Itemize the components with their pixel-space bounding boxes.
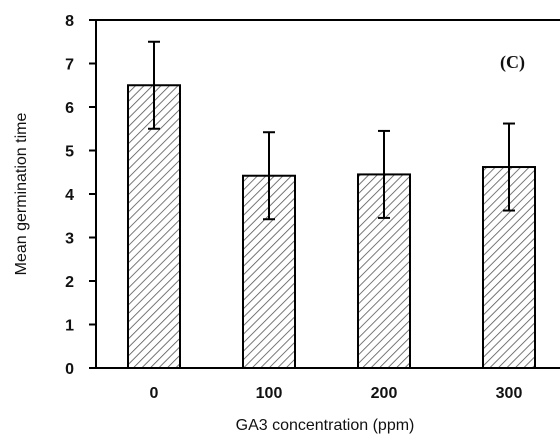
y-tick-label: 8 bbox=[65, 13, 74, 30]
panel-label: (C) bbox=[500, 52, 525, 73]
plot-area: 0 1 2 3 4 5 6 7 8 0 100 200 300 bbox=[65, 13, 560, 402]
x-axis-label: GA3 concentration (ppm) bbox=[236, 417, 415, 434]
y-tick-label: 7 bbox=[65, 57, 74, 74]
y-tick-label: 2 bbox=[65, 274, 74, 291]
x-tick-label: 200 bbox=[371, 385, 398, 402]
y-tick-label: 0 bbox=[65, 361, 74, 378]
y-ticks: 0 1 2 3 4 5 6 7 8 bbox=[65, 13, 96, 378]
bar-0 bbox=[127, 84, 181, 369]
y-tick-label: 4 bbox=[65, 187, 74, 204]
bars bbox=[127, 40, 536, 369]
x-ticks: 0 100 200 300 bbox=[150, 385, 523, 402]
y-tick-label: 6 bbox=[65, 100, 74, 117]
x-tick-label: 100 bbox=[256, 385, 283, 402]
y-tick-label: 5 bbox=[65, 144, 74, 161]
y-tick-label: 1 bbox=[65, 318, 74, 335]
x-tick-label: 300 bbox=[496, 385, 523, 402]
x-tick-label: 0 bbox=[150, 385, 159, 402]
y-axis-label: Mean germination time bbox=[13, 113, 30, 276]
y-tick-label: 3 bbox=[65, 231, 74, 248]
